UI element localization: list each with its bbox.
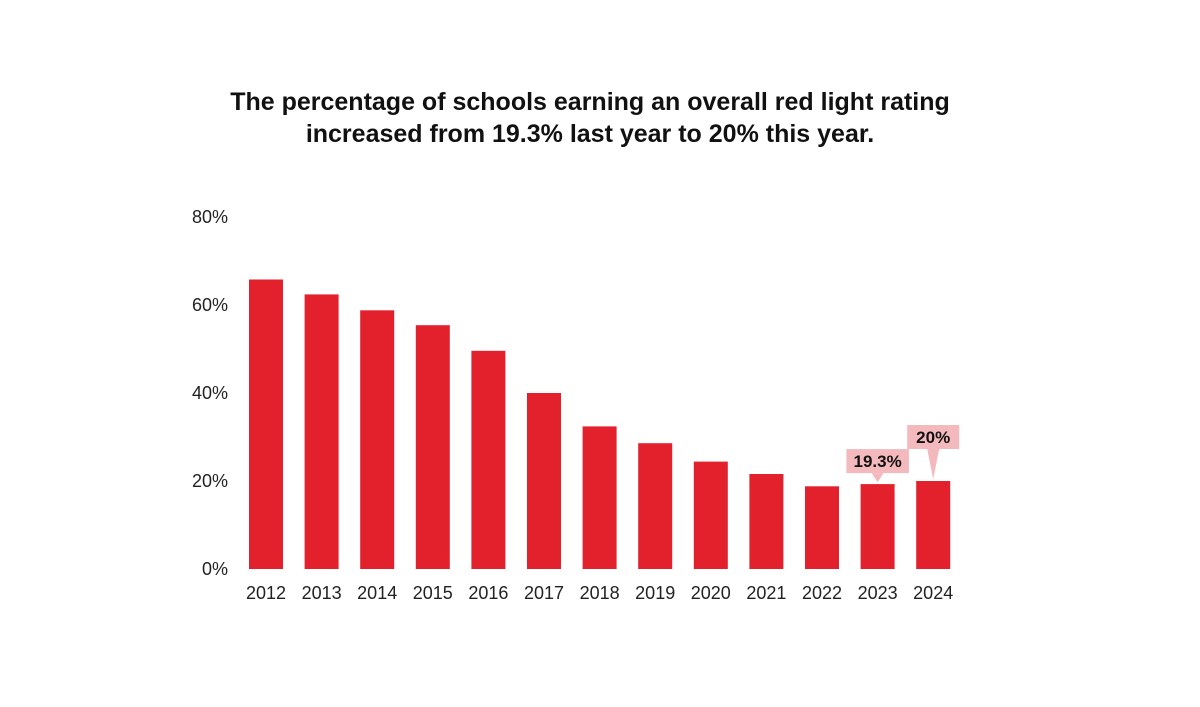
data-callout: 20%: [907, 425, 960, 479]
chart-title-line-2: increased from 19.3% last year to 20% th…: [305, 120, 875, 148]
callout-pointer: [871, 473, 884, 483]
x-tick-label: 2022: [802, 583, 842, 603]
x-tick-label: 2023: [858, 583, 898, 603]
bar: [805, 486, 839, 569]
y-tick-label: 80%: [192, 207, 228, 227]
x-tick-label: 2013: [302, 583, 342, 603]
data-callout: 19.3%: [846, 449, 909, 483]
x-tick-label: 2014: [357, 583, 397, 603]
chart-title-line-1: The percentage of schools earning an ove…: [230, 88, 950, 116]
bar: [693, 461, 728, 569]
x-tick-label: 2021: [746, 583, 786, 603]
x-tick-label: 2015: [413, 583, 453, 603]
x-tick-label: 2012: [246, 583, 286, 603]
callout-label: 19.3%: [853, 452, 901, 471]
x-tick-label: 2017: [524, 583, 564, 603]
callout-box: [907, 425, 960, 449]
bar: [249, 279, 283, 569]
bar: [860, 484, 895, 569]
x-tick-label: 2018: [580, 583, 620, 603]
x-tick-label: 2019: [635, 583, 675, 603]
chart-title: The percentage of schools earning an ove…: [0, 86, 1180, 150]
callout-box: [846, 449, 909, 474]
x-tick-label: 2020: [691, 583, 731, 603]
y-tick-label: 40%: [192, 383, 228, 403]
bar: [582, 426, 617, 569]
bar: [749, 474, 784, 569]
y-tick-label: 0%: [202, 559, 228, 579]
bar: [527, 393, 561, 569]
callout-label: 20%: [916, 428, 950, 447]
callout-pointer: [927, 449, 940, 479]
bar: [415, 325, 450, 569]
bar: [916, 481, 951, 569]
y-tick-label: 60%: [192, 295, 228, 315]
y-tick-label: 20%: [192, 471, 228, 491]
bar: [360, 310, 395, 569]
bar: [304, 294, 339, 569]
bar: [471, 350, 506, 569]
x-tick-label: 2024: [913, 583, 953, 603]
x-tick-label: 2016: [468, 583, 508, 603]
bar: [638, 443, 673, 569]
